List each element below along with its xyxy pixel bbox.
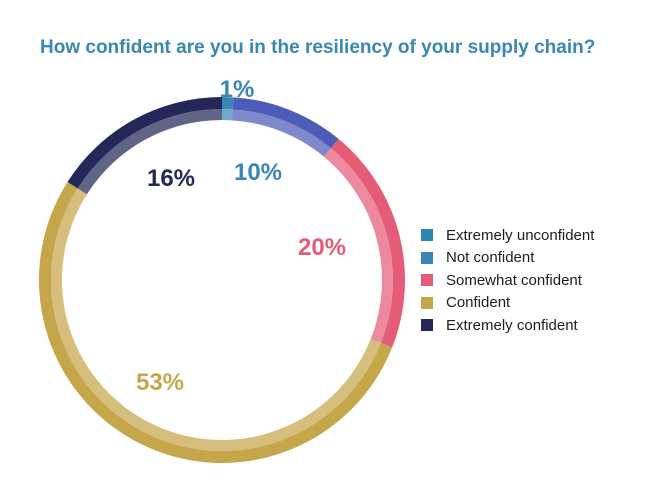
- data-label-somewhat-confident: 20%: [298, 234, 346, 261]
- slice-extremely-unconfident: [222, 97, 234, 110]
- slice-inner-band-not-confident: [232, 109, 331, 157]
- data-label-not-confident: 10%: [234, 159, 282, 186]
- legend-item-confident: Confident: [421, 292, 594, 315]
- legend-label: Extremely confident: [446, 316, 578, 334]
- legend-item-extremely-unconfident: Extremely unconfident: [421, 224, 594, 247]
- slice-extremely-confident: [67, 97, 222, 189]
- legend-swatch: [421, 296, 433, 309]
- slice-confident: [38, 181, 393, 464]
- legend-label: Not confident: [446, 249, 535, 267]
- legend-label: Extremely unconfident: [446, 226, 595, 244]
- legend-swatch: [421, 274, 433, 287]
- legend-item-not-confident: Not confident: [421, 247, 594, 270]
- legend-item-somewhat-confident: Somewhat confident: [421, 269, 594, 292]
- legend-label: Somewhat confident: [446, 271, 582, 289]
- slice-inner-band-somewhat-confident: [323, 148, 394, 343]
- slice-inner-band-extremely-confident: [77, 108, 222, 195]
- legend-item-extremely-confident: Extremely confident: [421, 314, 594, 337]
- data-label-extremely-confident: 16%: [147, 165, 195, 192]
- legend-swatch: [421, 251, 433, 264]
- data-label-extremely-unconfident: 1%: [220, 76, 255, 103]
- chart-title: How confident are you in the resiliency …: [40, 37, 596, 58]
- legend-swatch: [421, 319, 433, 332]
- slice-somewhat-confident: [330, 138, 405, 348]
- legend-swatch: [421, 229, 433, 242]
- data-label-confident: 53%: [136, 369, 184, 396]
- slice-not-confident: [232, 97, 339, 149]
- chart-legend: Extremely unconfident Not confident Somewh…: [421, 224, 594, 337]
- slice-inner-band-extremely-unconfident: [222, 109, 233, 121]
- legend-label: Confident: [446, 294, 511, 312]
